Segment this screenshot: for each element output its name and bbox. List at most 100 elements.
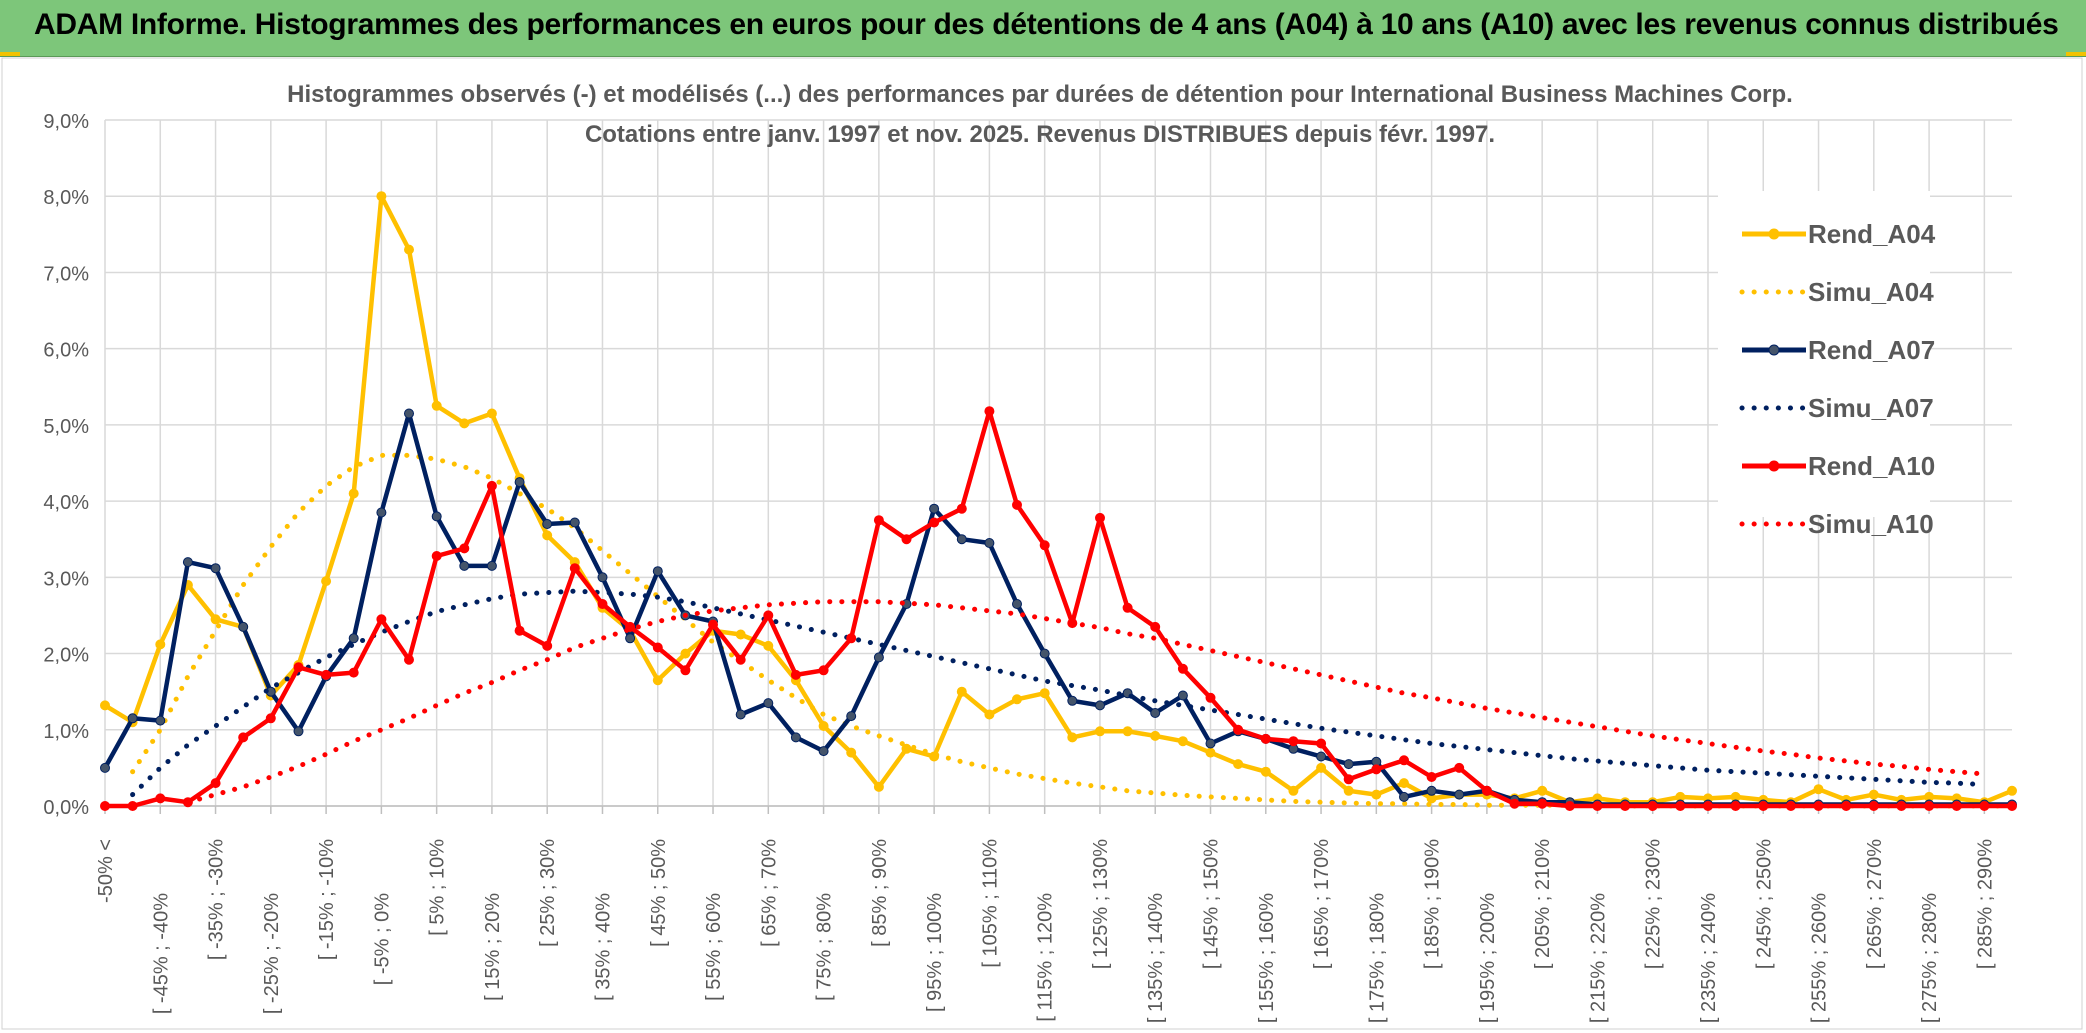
data-point xyxy=(984,709,995,720)
data-point xyxy=(873,652,884,663)
data-point xyxy=(735,654,746,665)
data-point xyxy=(1095,700,1105,711)
legend-label: Rend_A07 xyxy=(1808,335,1935,365)
legend-label: Rend_A10 xyxy=(1808,451,1935,481)
data-point xyxy=(127,801,138,811)
y-tick-label: 2,0% xyxy=(43,645,89,667)
data-point xyxy=(1537,798,1548,809)
data-point xyxy=(652,566,663,577)
corner-mark-left xyxy=(0,52,20,56)
series-line-rend_a10 xyxy=(105,408,2012,809)
data-point xyxy=(1426,772,1437,782)
data-point xyxy=(238,732,249,743)
x-tick-label: [ -5% ; 0% xyxy=(371,893,393,985)
data-point xyxy=(1481,785,1492,796)
data-point xyxy=(1288,736,1299,747)
data-point xyxy=(155,793,166,804)
legend-label: Rend_A04 xyxy=(1808,219,1936,249)
data-point xyxy=(1095,726,1105,737)
data-point xyxy=(1564,801,1575,811)
data-point xyxy=(1454,762,1465,773)
data-point xyxy=(486,480,497,491)
data-point xyxy=(238,621,249,632)
data-point xyxy=(404,654,414,665)
x-tick-label: [ 35% ; 40% xyxy=(592,893,614,1001)
data-point xyxy=(1785,801,1796,811)
data-point xyxy=(459,560,470,571)
data-point xyxy=(818,665,829,676)
data-point xyxy=(1343,774,1354,785)
data-point xyxy=(348,667,359,678)
x-tick-label: [ 265% ; 270% xyxy=(1864,839,1886,969)
data-point xyxy=(1399,791,1409,802)
data-point xyxy=(1426,785,1437,796)
data-point xyxy=(846,633,857,644)
data-point xyxy=(1067,695,1078,706)
x-tick-label: [ 145% ; 150% xyxy=(1201,839,1223,969)
x-tick-label: [ 155% ; 160% xyxy=(1256,893,1278,1023)
x-tick-label: [ 235% ; 240% xyxy=(1698,893,1720,1023)
data-point xyxy=(846,711,857,722)
data-point xyxy=(1924,801,1935,811)
y-tick-label: 4,0% xyxy=(43,492,89,514)
corner-mark-right xyxy=(2066,52,2086,56)
data-point xyxy=(431,511,442,522)
data-point xyxy=(2007,785,2017,796)
data-point xyxy=(1316,762,1327,773)
data-point xyxy=(404,408,414,419)
y-axis-ticks: 0,0% 1,0% 2,0% 3,0% 4,0% 5,0% 6,0% 7,0% 8,0% 9,0% xyxy=(43,111,89,819)
x-tick-label: [ 175% ; 180% xyxy=(1366,893,1388,1023)
y-tick-label: 6,0% xyxy=(43,340,89,362)
data-point xyxy=(1343,785,1354,796)
chart-subtitle: Cotations entre janv. 1997 et nov. 2025.… xyxy=(585,121,1495,148)
data-point xyxy=(210,563,221,574)
data-point xyxy=(1177,690,1188,701)
x-tick-label: [ -45% ; -40% xyxy=(150,893,172,1014)
x-tick-label: [ 195% ; 200% xyxy=(1477,893,1499,1023)
y-tick-label: 5,0% xyxy=(43,416,89,438)
data-point xyxy=(1371,789,1382,800)
report-banner: ADAM Informe. Histogrammes des performan… xyxy=(0,0,2086,57)
data-point xyxy=(956,503,967,514)
data-point xyxy=(514,477,525,488)
series-line-simu_a07 xyxy=(130,588,1987,798)
data-point xyxy=(652,675,663,686)
data-point xyxy=(1399,778,1409,789)
data-point xyxy=(818,746,829,757)
legend: Rend_A04 Simu_A04 Rend_A07 Simu_A07 Rend_A10… xyxy=(1718,191,1936,539)
data-point xyxy=(901,743,912,754)
data-point xyxy=(708,619,718,630)
data-point xyxy=(1150,621,1161,632)
x-tick-label: [ 105% ; 110% xyxy=(979,839,1001,968)
data-point xyxy=(1177,736,1188,747)
data-point xyxy=(514,625,525,636)
x-tick-label: [ -35% ; -30% xyxy=(206,839,228,960)
data-point xyxy=(1730,801,1741,811)
data-point xyxy=(293,726,304,737)
data-point xyxy=(1288,785,1299,796)
data-point xyxy=(1122,726,1133,737)
data-point xyxy=(1260,766,1271,777)
x-tick-label: [ 205% ; 210% xyxy=(1532,839,1554,969)
data-point xyxy=(818,721,829,731)
y-tick-label: 1,0% xyxy=(43,721,89,743)
data-point xyxy=(2007,801,2017,811)
data-point xyxy=(763,640,774,651)
data-point xyxy=(1233,724,1244,735)
data-point xyxy=(1675,801,1686,811)
data-point xyxy=(431,551,442,561)
data-point xyxy=(1150,708,1161,718)
chart-title: Histogrammes observés (-) et modélisés (… xyxy=(287,81,1793,108)
data-point xyxy=(459,418,470,429)
data-point xyxy=(1868,801,1879,811)
data-point xyxy=(486,408,497,419)
y-tick-label: 7,0% xyxy=(43,263,89,285)
legend-label: Simu_A10 xyxy=(1808,509,1934,539)
data-point xyxy=(1233,759,1244,770)
legend-marker xyxy=(1768,460,1780,472)
data-point xyxy=(846,747,857,758)
legend-marker xyxy=(1768,344,1780,356)
data-point xyxy=(542,530,553,541)
data-point xyxy=(569,563,580,574)
data-point xyxy=(404,244,414,255)
